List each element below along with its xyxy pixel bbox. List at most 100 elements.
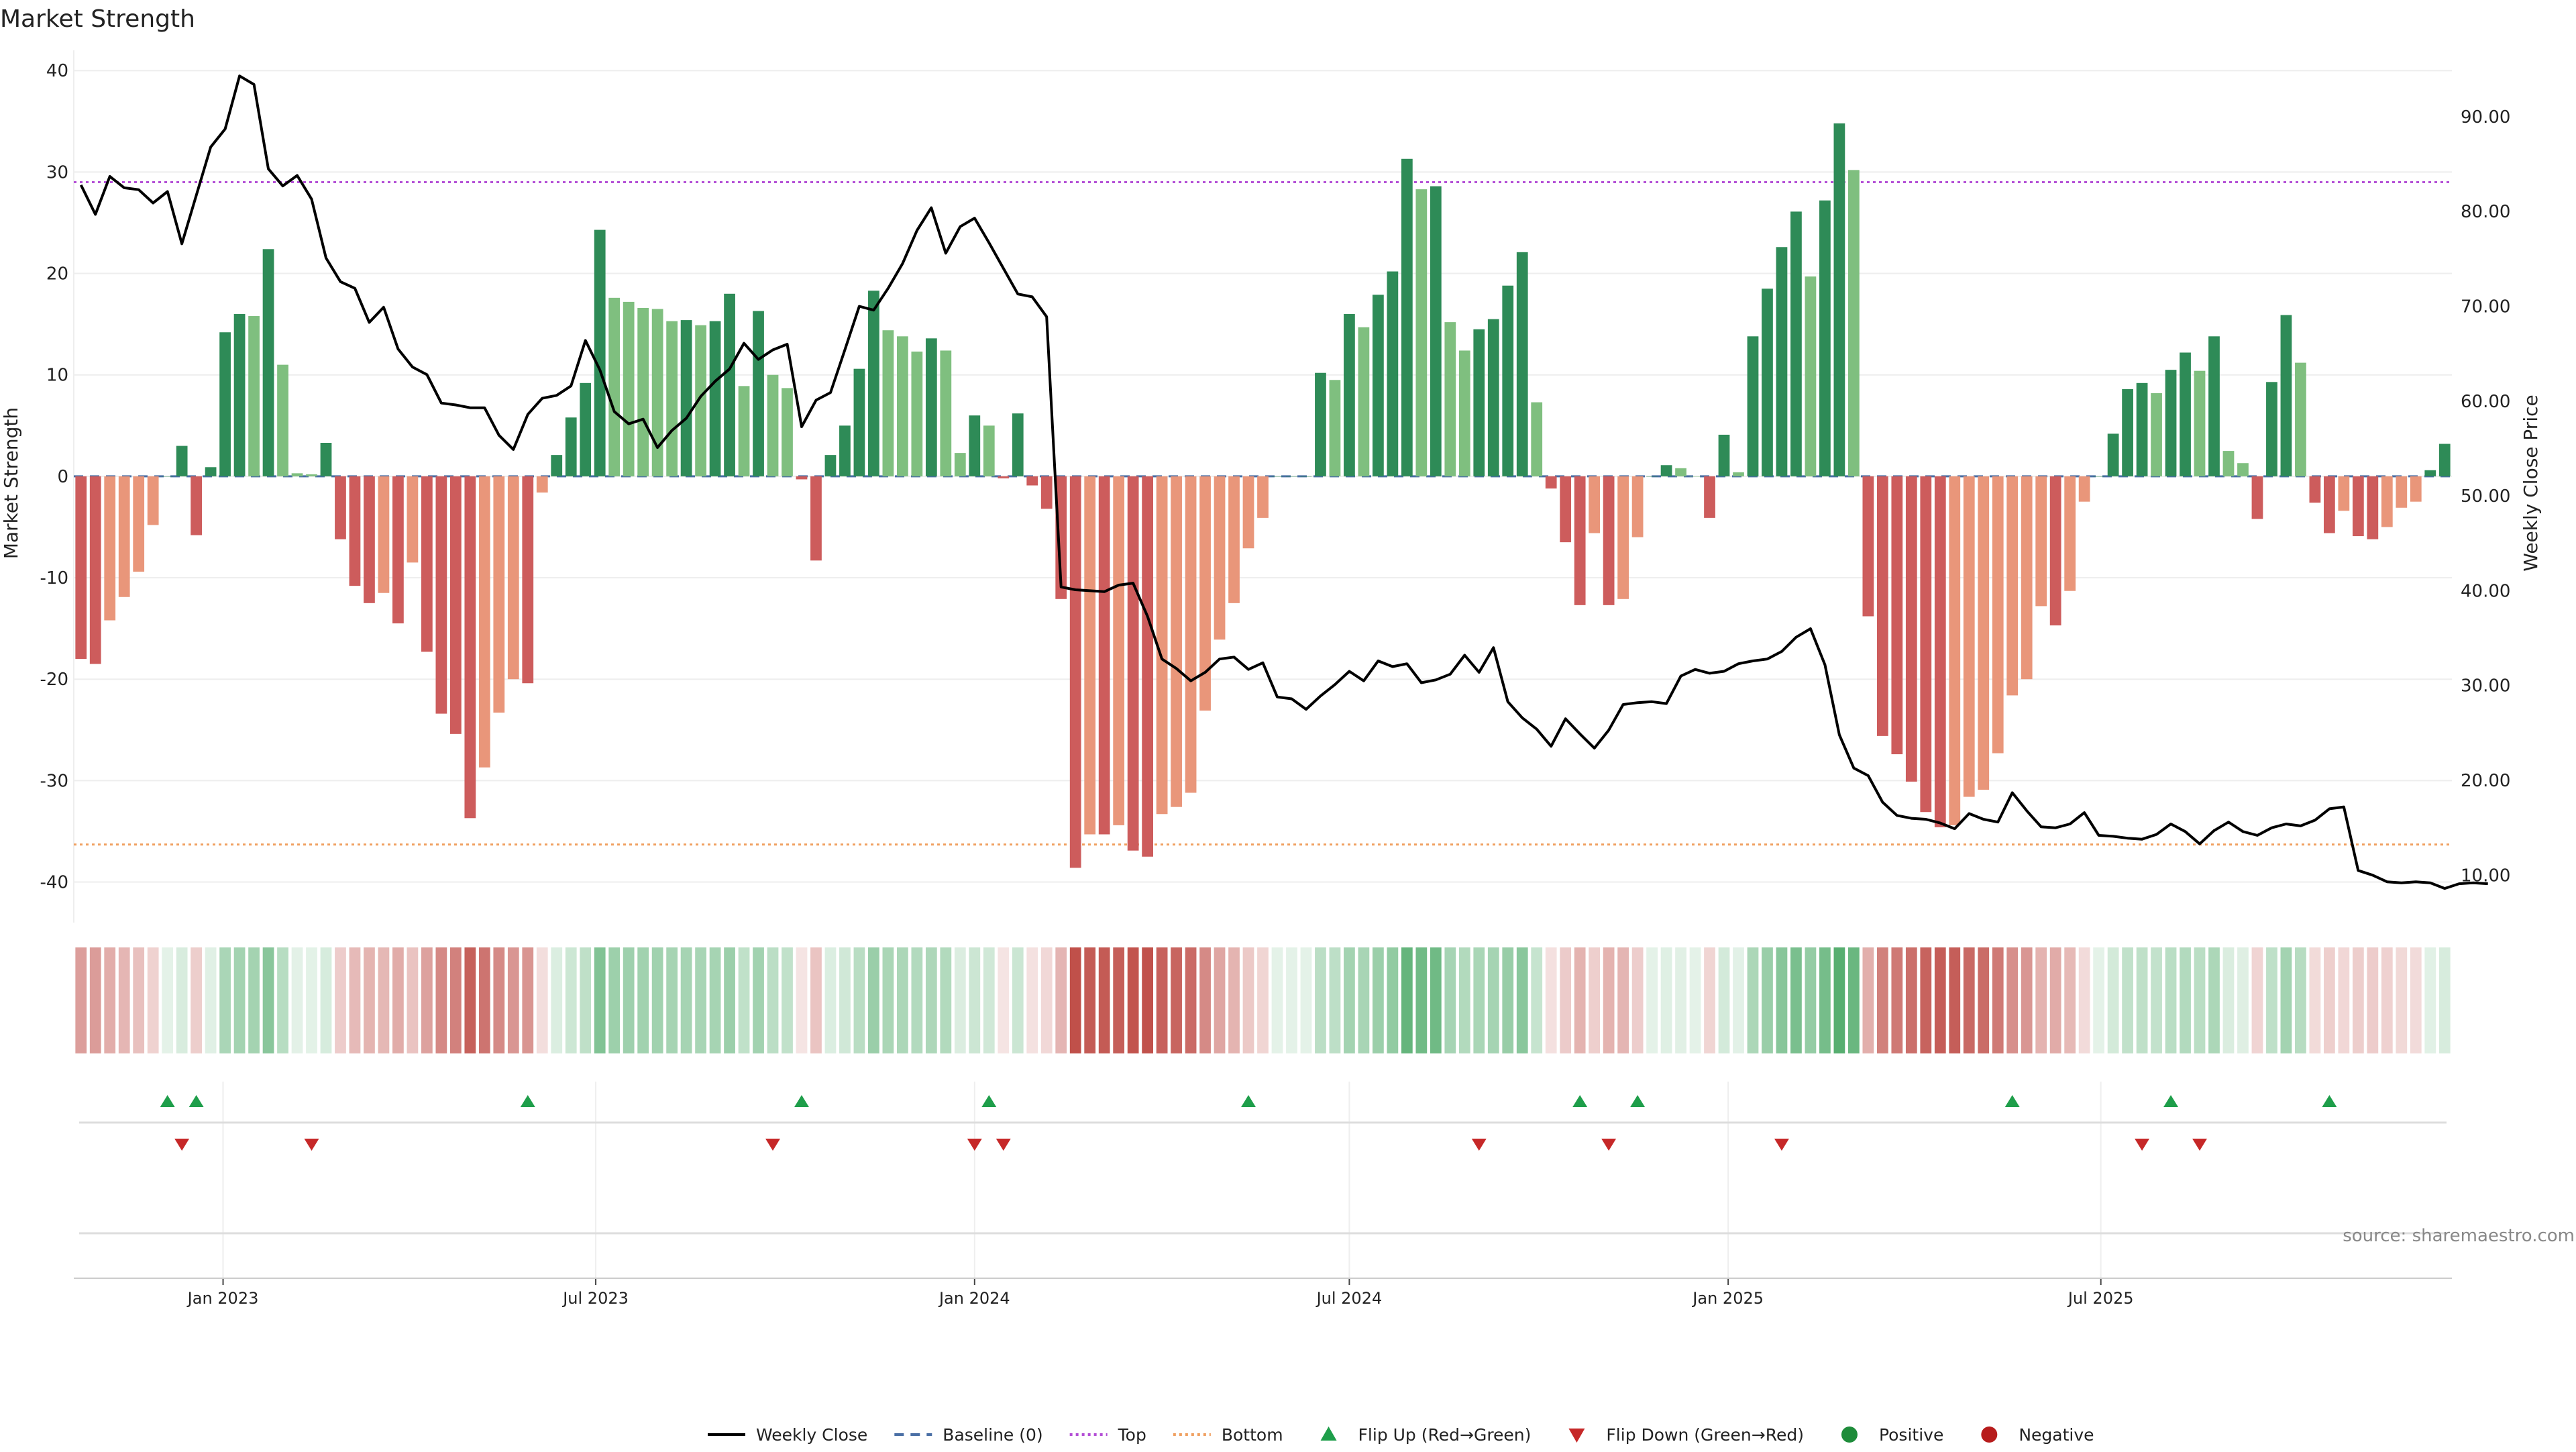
y-tick-right: 40.00 [2461, 581, 2510, 601]
heat-cell [104, 947, 116, 1053]
strength-bar [1934, 476, 1946, 827]
strength-bar [1026, 476, 1038, 486]
strength-bar [291, 473, 303, 476]
heat-cell [75, 947, 87, 1053]
strength-bar [1862, 476, 1874, 617]
heat-cell [1228, 947, 1240, 1053]
strength-bar [824, 455, 837, 476]
strength-bar [983, 425, 995, 476]
heat-cell [1531, 947, 1543, 1053]
heat-cell [1762, 947, 1773, 1053]
heat-cell [810, 947, 822, 1053]
heat-cell [1790, 947, 1802, 1053]
heat-cell [824, 947, 837, 1053]
strength-bar [493, 476, 505, 713]
heat-cell [1084, 947, 1096, 1053]
strength-bar [2180, 352, 2191, 476]
strength-bar [1545, 476, 1557, 489]
flip-down-marker [174, 1139, 190, 1151]
strength-bar [1660, 465, 1672, 476]
strength-bar [262, 249, 274, 476]
strength-bar [507, 476, 519, 680]
heat-cell [1862, 947, 1874, 1053]
heatmap-strip [75, 947, 2451, 1053]
legend-item: Flip Down (Green→Red) [1568, 1425, 1804, 1445]
y-tick-right: 10.00 [2461, 866, 2510, 886]
strength-bar [1055, 476, 1067, 599]
strength-bar [2251, 476, 2263, 519]
heat-cell [219, 947, 231, 1053]
heat-cell [2424, 947, 2436, 1053]
strength-bar [2323, 476, 2335, 533]
strength-bar [104, 476, 116, 621]
heat-cell [118, 947, 130, 1053]
flip-up-marker [981, 1095, 997, 1107]
strength-bars [75, 123, 2451, 868]
heat-cell [1675, 947, 1686, 1053]
heat-cell [1646, 947, 1658, 1053]
legend-item: Positive [1841, 1425, 1943, 1445]
heat-cell [1963, 947, 1975, 1053]
flip-down-marker [996, 1139, 1011, 1151]
strength-bar [1560, 476, 1572, 543]
legend-item: Top [1069, 1425, 1146, 1445]
strength-bar [464, 476, 476, 819]
strength-bar [378, 476, 390, 593]
heat-cell [1127, 947, 1139, 1053]
strength-bar [349, 476, 361, 586]
heat-cell [435, 947, 447, 1053]
heat-cell [2180, 947, 2191, 1053]
heat-cell [623, 947, 635, 1053]
heat-cell [1113, 947, 1125, 1053]
legend-item: Weekly Close [708, 1425, 867, 1445]
y-tick-left: -10 [40, 568, 68, 588]
strength-bar [1372, 295, 1384, 476]
heat-cell [724, 947, 735, 1053]
strength-bar [233, 314, 246, 476]
heat-cell [1978, 947, 1990, 1053]
strength-bar [1127, 476, 1139, 851]
x-tick-label: Jul 2024 [1316, 1289, 1383, 1308]
heat-cell [868, 947, 879, 1053]
heat-cell [493, 947, 505, 1053]
strength-bar [695, 325, 706, 476]
heat-cell [2381, 947, 2393, 1053]
heat-cell [1142, 947, 1154, 1053]
heat-cell [1992, 947, 2004, 1053]
strength-bar [1344, 314, 1355, 476]
heat-cell [507, 947, 519, 1053]
strength-bar [623, 301, 635, 476]
strength-bar [1747, 336, 1759, 476]
flip-up-marker [1630, 1095, 1646, 1107]
strength-bar [1617, 476, 1629, 599]
heat-cell [1560, 947, 1572, 1053]
heat-cell [940, 947, 952, 1053]
strength-bar [1415, 189, 1428, 476]
legend: Weekly Close Baseline (0) Top Bottom Flip Up… [708, 1425, 2094, 1445]
heat-cell [1214, 947, 1226, 1053]
heat-cell [2237, 947, 2249, 1053]
heat-cell [911, 947, 923, 1053]
heat-cell [782, 947, 793, 1053]
strength-bar [1358, 327, 1370, 476]
strength-bar [1905, 476, 1917, 782]
strength-bar [1631, 476, 1644, 537]
heat-cell [133, 947, 145, 1053]
strength-bar [1949, 476, 1961, 825]
strength-bar [969, 415, 981, 476]
heat-cell [969, 947, 981, 1053]
strength-bar [2438, 444, 2451, 476]
heat-cell [2352, 947, 2364, 1053]
y-tick-right: 30.00 [2461, 676, 2510, 696]
y-tick-left: -30 [40, 771, 68, 791]
flip-down-marker [1471, 1139, 1487, 1151]
heat-cell [651, 947, 663, 1053]
strength-bar [1833, 123, 1845, 476]
strength-bar [1214, 476, 1226, 640]
strength-bar [896, 336, 908, 476]
strength-bar [724, 293, 735, 476]
heat-cell [1574, 947, 1586, 1053]
legend-item: Negative [1981, 1425, 2094, 1445]
y-tick-left: 10 [46, 366, 68, 386]
